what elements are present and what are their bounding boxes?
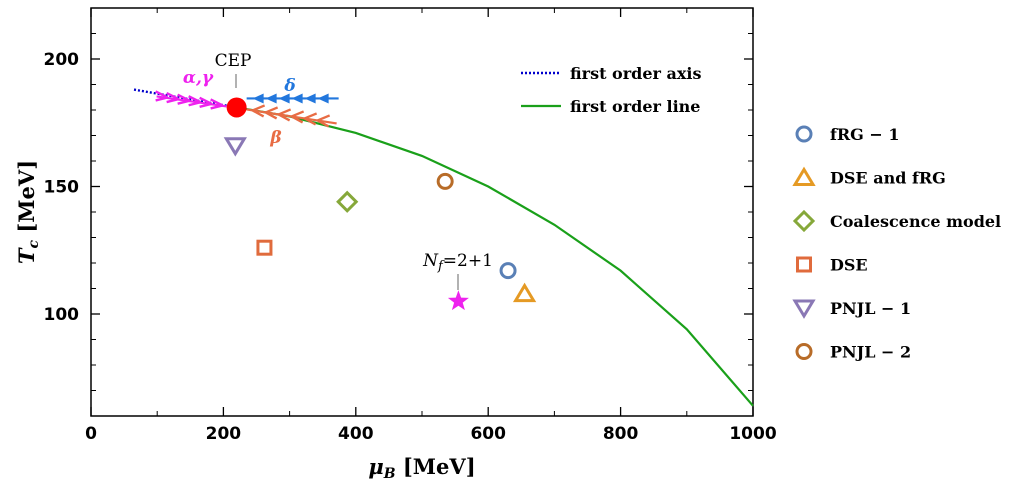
legend-label: Coalescence model (830, 212, 1001, 231)
alpha-gamma-label: α,γ (183, 68, 214, 88)
cep-point (226, 97, 247, 118)
delta-label: δ (283, 76, 295, 96)
legend-label: PNJL − 1 (830, 299, 911, 318)
delta-arrow (317, 93, 329, 104)
legend: first order axis first order line fRG − 1 D… (521, 64, 1001, 362)
curves (133, 88, 754, 407)
legend-marker (792, 166, 816, 186)
x-axis-label: μB [MeV] (368, 454, 475, 482)
delta-arrow (265, 93, 277, 104)
alpha-gamma-shaft (156, 95, 227, 108)
legend-marker (792, 209, 816, 233)
beta-label: β (269, 128, 281, 148)
star-label: Nf=2+1 (422, 251, 493, 274)
axis-ticks: 0 200 400 600 800 1000 100 150 200 (44, 8, 777, 444)
data-point-coalescence-model (336, 190, 359, 213)
beta-arrow (252, 104, 266, 118)
delta-arrow (278, 93, 290, 104)
data-markers (223, 97, 537, 311)
delta-arrow (252, 93, 264, 104)
legend-marker (795, 343, 813, 360)
beta-arrow (304, 112, 318, 126)
x-tick-label: 600 (470, 424, 506, 444)
delta-arrow (291, 93, 303, 104)
legend-marker (795, 125, 813, 143)
y-tick-label: 100 (44, 305, 80, 325)
legend-label-first-order-axis: first order axis (570, 64, 702, 83)
y-tick-label: 200 (44, 50, 80, 70)
legend-marker (792, 299, 816, 319)
y-tick-label: 150 (44, 178, 80, 198)
data-point-pnjl-2 (436, 172, 454, 190)
data-point-dse (256, 239, 273, 256)
beta-arrow (317, 114, 331, 128)
star-point (447, 290, 469, 311)
legend-label: PNJL − 2 (830, 343, 911, 362)
beta-arrow (278, 108, 292, 122)
x-tick-label: 200 (206, 424, 242, 444)
data-point-pnjl-1 (223, 137, 247, 157)
legend-label: DSE and fRG (830, 169, 946, 188)
y-axis-label: Tc [MeV] (14, 160, 42, 264)
legend-marker (796, 256, 812, 273)
x-tick-label: 0 (85, 424, 97, 444)
x-tick-label: 400 (338, 424, 374, 444)
first-order-line (236, 106, 754, 407)
delta-arrow (304, 93, 316, 104)
cep-label: CEP (215, 51, 252, 71)
legend-label: DSE (830, 256, 868, 275)
x-tick-label: 800 (603, 424, 639, 444)
beta-arrow (265, 106, 279, 120)
data-point-frg-1 (499, 262, 517, 280)
direction-arrows (155, 90, 339, 128)
data-point-dse-and-frg (512, 282, 537, 303)
legend-label-first-order-line: first order line (570, 97, 700, 116)
legend-label: fRG − 1 (830, 125, 900, 144)
beta-arrow (291, 110, 305, 124)
x-tick-label: 1000 (729, 424, 776, 444)
